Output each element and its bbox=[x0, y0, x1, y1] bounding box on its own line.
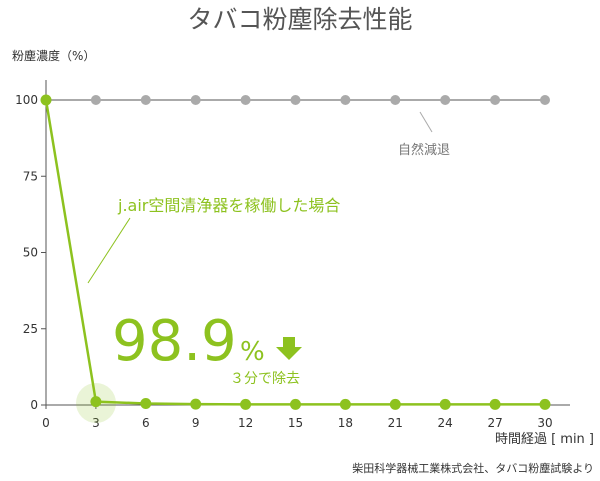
x-tick-label: 6 bbox=[142, 416, 150, 430]
jair-purifier-point bbox=[539, 398, 551, 410]
removal-caption: ３分で除去 bbox=[230, 371, 300, 387]
natural-decay-point bbox=[490, 95, 501, 105]
x-tick-label: 0 bbox=[42, 416, 50, 430]
natural-decay-point bbox=[540, 95, 550, 105]
gray-label-leader bbox=[419, 111, 433, 133]
natural-decay-point bbox=[140, 95, 151, 105]
gray-series-label: 自然減退 bbox=[398, 142, 450, 158]
natural-decay-point bbox=[340, 95, 351, 105]
natural-decay-point bbox=[190, 95, 201, 105]
natural-decay-point bbox=[390, 95, 401, 105]
jair-purifier-point bbox=[240, 398, 252, 410]
y-tick-label: 0 bbox=[30, 398, 38, 412]
green-series-label: j.air空間清浄器を稼働した場合 bbox=[117, 196, 340, 215]
jair-purifier-point bbox=[90, 396, 102, 408]
jair-purifier-point bbox=[140, 397, 152, 409]
x-tick-label: 18 bbox=[338, 416, 353, 430]
y-axis-label: 粉塵濃度（%） bbox=[12, 48, 95, 63]
natural-decay-point bbox=[240, 95, 251, 105]
chart-title: タバコ粉塵除去性能 bbox=[187, 5, 412, 34]
natural-decay-point bbox=[440, 95, 451, 105]
y-tick-label: 75 bbox=[23, 169, 38, 183]
x-tick-label: 9 bbox=[192, 416, 200, 430]
x-tick-label: 15 bbox=[288, 416, 303, 430]
down-arrow-icon bbox=[276, 337, 302, 360]
y-tick-label: 25 bbox=[23, 322, 38, 336]
x-tick-label: 12 bbox=[238, 416, 253, 430]
x-tick-label: 21 bbox=[388, 416, 403, 430]
natural-decay-point bbox=[90, 95, 101, 105]
x-axis-label: 時間経過 [ min ] bbox=[495, 432, 594, 447]
source-note: 柴田科学器械工業株式会社、タバコ粉塵試験より bbox=[352, 461, 594, 475]
x-tick-label: 30 bbox=[537, 416, 552, 430]
removal-value: 98.9 bbox=[112, 309, 237, 374]
jair-purifier-point bbox=[40, 94, 52, 106]
jair-purifier-point bbox=[439, 398, 451, 410]
y-tick-label: 50 bbox=[23, 246, 38, 260]
jair-purifier-point bbox=[190, 398, 202, 410]
removal-unit: % bbox=[240, 337, 265, 367]
x-tick-label: 3 bbox=[92, 416, 100, 430]
jair-purifier-point bbox=[290, 398, 301, 410]
green-label-leader bbox=[87, 217, 131, 284]
x-tick-label: 27 bbox=[487, 416, 502, 430]
jair-purifier-point bbox=[389, 398, 401, 410]
natural-decay-point bbox=[290, 95, 301, 105]
jair-purifier-point bbox=[489, 398, 501, 410]
jair-purifier-point bbox=[339, 398, 351, 410]
y-tick-label: 100 bbox=[15, 93, 38, 107]
x-tick-label: 24 bbox=[438, 416, 453, 430]
